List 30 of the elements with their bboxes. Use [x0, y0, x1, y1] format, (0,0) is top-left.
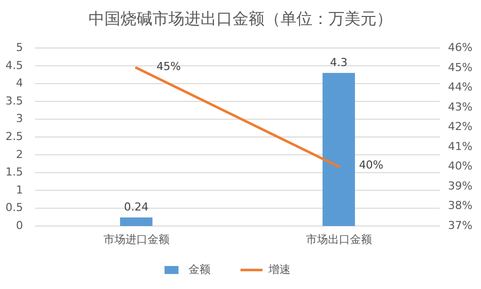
y2-tick-label: 40%: [448, 160, 472, 173]
y2-tick-label: 42%: [448, 120, 472, 134]
legend-label: 金额: [188, 263, 210, 276]
legend-label: 增速: [268, 263, 290, 276]
x-tick-label: 市场出口金额: [306, 233, 372, 246]
y-tick-label: 4: [16, 76, 23, 90]
y-tick-label: 2: [16, 148, 23, 161]
y-tick-label: 1.5: [6, 166, 23, 179]
data-label: 45%: [156, 60, 181, 73]
x-tick-label: 市场进口金额: [103, 233, 170, 246]
y-tick-label: 3.5: [6, 94, 23, 108]
y2-tick-label: 45%: [448, 60, 472, 74]
y-tick-label: 5: [16, 41, 23, 54]
chart-title: 中国烧碱市场进出口金额（单位：万美元）: [88, 9, 392, 28]
data-label: 4.3: [330, 56, 348, 69]
y2-tick-label: 43%: [448, 100, 472, 114]
y2-tick-label: 37%: [448, 219, 472, 232]
y-tick-label: 3: [16, 112, 23, 126]
y-tick-label: 2.5: [6, 130, 23, 144]
y2-tick-label: 46%: [448, 41, 472, 54]
y2-tick-label: 39%: [448, 179, 472, 192]
data-label: 40%: [358, 158, 384, 172]
y2-tick-label: 41%: [448, 140, 472, 153]
y2-tick-label: 44%: [448, 80, 472, 94]
y2-tick-label: 38%: [448, 199, 472, 212]
data-label: 0.24: [124, 200, 148, 214]
y-tick-label: 4.5: [6, 58, 23, 72]
y-tick-label: 1: [16, 183, 23, 196]
y-tick-label: 0: [16, 219, 23, 232]
y-tick-label: 0.5: [6, 201, 23, 214]
